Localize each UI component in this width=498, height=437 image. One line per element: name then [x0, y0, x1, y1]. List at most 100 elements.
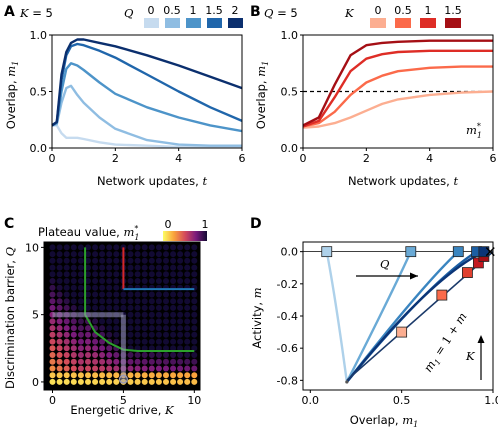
- panel-c-grid-dot: [127, 244, 134, 251]
- panel-c-grid-dot: [63, 304, 70, 311]
- panel-c-grid-dot: [127, 257, 134, 264]
- panel-c-grid-dot: [56, 352, 63, 358]
- panel-c-grid-dot: [184, 325, 191, 332]
- panel-a-series-line: [51, 62, 243, 133]
- panel-a-ytick-label: 0.0: [30, 142, 48, 155]
- panel-c-grid-dot: [92, 244, 99, 251]
- panel-c-grid-dot: [77, 318, 84, 325]
- panel-c-grid-dot: [63, 257, 70, 264]
- panel-c-grid-dot: [163, 345, 169, 352]
- panel-c-grid-dot: [184, 257, 191, 264]
- panel-c-grid-dot: [92, 298, 99, 305]
- panel-c-grid-dot: [148, 318, 155, 325]
- panel-c-grid-dot: [77, 325, 84, 332]
- panel-c-grid-dot: [63, 251, 70, 258]
- panel-c-grid-dot: [134, 298, 141, 305]
- panel-c-grid-dot: [70, 278, 77, 284]
- panel-c-grid-dot: [127, 291, 134, 298]
- panel-d-blue-marker: [452, 246, 464, 258]
- panel-c-grid-dot: [134, 372, 141, 379]
- panel-d-red-marker: [472, 257, 484, 269]
- panel-c-grid-dot: [127, 378, 134, 385]
- panel-c-grid-dot: [49, 318, 56, 325]
- panel-c-grid-dot: [63, 365, 70, 372]
- panel-d-blue-marker: [405, 246, 417, 258]
- panel-c-xtick-label: 5: [120, 394, 127, 407]
- panel-d-arrow-q-head: [410, 272, 418, 280]
- panel-c-grid-dot: [63, 244, 70, 251]
- panel-c-grid-dot: [99, 264, 106, 271]
- panel-c-grid-dot: [99, 338, 106, 345]
- panel-c-grid-dot: [85, 378, 91, 385]
- panel-c-grid-dot: [49, 298, 56, 305]
- panel-c-grid-dot: [106, 325, 113, 332]
- panel-c-grid-dot: [163, 331, 169, 338]
- panel-c-grid-dot: [184, 271, 191, 278]
- panel-c-grid-dot: [70, 345, 77, 352]
- panel-c-grid-dot: [177, 331, 184, 338]
- panel-c-grid-dot: [77, 304, 84, 311]
- panel-c-grid-dot: [170, 318, 177, 325]
- panel-c-grid-dot: [99, 257, 106, 264]
- panel-c-grid-dot: [134, 358, 141, 365]
- panel-c-grid-dot: [56, 284, 63, 291]
- panel-d: 0.0 0.5 1.0 0.0 -0.2 -0.4 -0.6 -0.8 Q K m1 = 1 …: [250, 241, 498, 429]
- panel-c-grid-dot: [56, 338, 63, 345]
- panel-c-grid-dot: [113, 378, 120, 385]
- panel-c-grid-dot: [85, 372, 91, 379]
- panel-c-grid-dot: [63, 278, 70, 284]
- panel-c-grid-dot: [191, 378, 198, 385]
- panel-c-grid-dot: [106, 352, 113, 358]
- panel-c-grid-dot: [155, 345, 162, 352]
- panel-c-ytick-label: 5: [32, 309, 39, 322]
- panel-c-grid-dot: [170, 365, 177, 372]
- panel-c-grid-dot: [170, 345, 177, 352]
- panel-a-xtick-label: 6: [239, 152, 246, 165]
- panel-c-grid-dot: [56, 331, 63, 338]
- panel-a-ylabel: Overlap, m1: [4, 61, 20, 130]
- panel-c-grid-dot: [92, 304, 99, 311]
- panel-c-grid-dot: [99, 378, 106, 385]
- panel-d-blue-marker: [478, 246, 490, 258]
- panel-c-grid-dot: [63, 352, 70, 358]
- panel-c-grid-dot: [106, 372, 113, 379]
- panel-c-grid-dot: [170, 338, 177, 345]
- panel-c-grid-dot: [92, 318, 99, 325]
- panel-c-grid-dot: [63, 291, 70, 298]
- panel-c-plot: 0 5 10 0 5 10: [25, 241, 201, 407]
- panel-c-grid-dot: [113, 257, 120, 264]
- panel-c-grid-dot: [113, 244, 120, 251]
- panel-c-grid-dot: [191, 325, 198, 332]
- panel-c-grid-dot: [134, 318, 141, 325]
- panel-c-grid-dot: [106, 365, 113, 372]
- panel-c-grid-dot: [141, 378, 148, 385]
- panel-a-legend-title: Q: [124, 6, 134, 20]
- panel-c-grid-dot: [113, 251, 120, 258]
- panel-c-grid-dot: [155, 251, 162, 258]
- panel-c-grid-dot: [163, 325, 169, 332]
- panel-d-trajectory: [345, 251, 412, 383]
- panel-c-grid-dot: [191, 304, 198, 311]
- panel-c-grid-dot: [49, 304, 56, 311]
- panel-b: 0 2 4 6 0.0 0.5 1.0 Q = 5 K 0 0.5 1 1.5 m* 1 Netwo…: [254, 4, 497, 188]
- panel-c-grid-dot: [106, 304, 113, 311]
- panel-c-grid-dot: [77, 264, 84, 271]
- panel-c-grid-dot: [134, 251, 141, 258]
- panel-c-grid-dot: [134, 345, 141, 352]
- panel-c-grid-dot: [177, 244, 184, 251]
- panel-c-grid-dot: [92, 278, 99, 284]
- panel-c-grid-dot: [85, 338, 91, 345]
- panel-b-reference-label: m* 1: [466, 122, 482, 140]
- panel-c-grid-dot: [141, 244, 148, 251]
- panel-c-grid-dot: [184, 298, 191, 305]
- panel-c-grid-dot: [155, 365, 162, 372]
- panel-c-grid-dot: [63, 318, 70, 325]
- panel-b-plot: 0 2 4 6 0.0 0.5 1.0: [281, 29, 497, 165]
- panel-a-xtick-label: 0: [49, 152, 56, 165]
- panel-c-grid-dot: [106, 278, 113, 284]
- panel-c-grid-dot: [163, 271, 169, 278]
- panel-c-grid-dot: [56, 264, 63, 271]
- panel-c-grid-dot: [63, 338, 70, 345]
- panel-d-plot: 0.0 0.5 1.0 0.0 -0.2 -0.4 -0.6 -0.8: [277, 241, 498, 407]
- panel-a-xtick-label: 4: [175, 152, 182, 165]
